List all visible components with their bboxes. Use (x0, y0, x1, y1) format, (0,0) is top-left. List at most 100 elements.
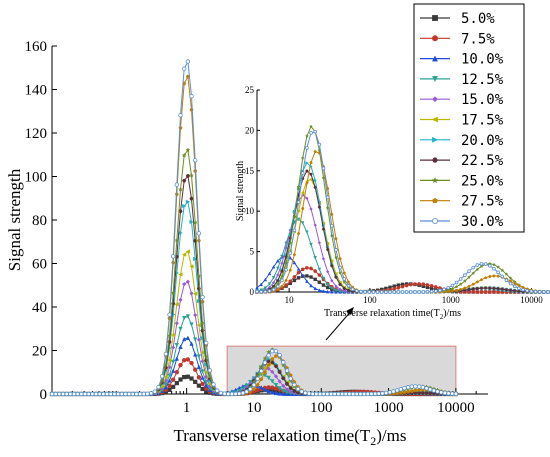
inset-data-point (317, 273, 322, 277)
inset-data-point (288, 251, 293, 256)
data-point (277, 386, 282, 391)
data-point (163, 382, 169, 387)
legend-item: 25.0% (420, 173, 504, 189)
inset-data-point (479, 264, 484, 269)
data-point (251, 382, 257, 388)
inset-data-point (275, 284, 280, 289)
data-point (295, 386, 301, 392)
inset-data-point (308, 124, 314, 129)
data-point (240, 390, 246, 396)
inset-data-point (442, 287, 446, 292)
inset-data-point (317, 142, 322, 147)
data-point (159, 374, 165, 379)
inset-data-point (271, 287, 276, 292)
inset-data-point (309, 275, 313, 279)
inset-data-point (433, 285, 438, 289)
inset-data-point (321, 289, 326, 293)
inset-data-point (521, 288, 525, 292)
inset-data-point (529, 289, 534, 294)
inset-data-point (313, 269, 318, 273)
data-point (262, 369, 267, 374)
data-point (446, 391, 451, 396)
data-point (281, 360, 286, 365)
data-point (182, 375, 187, 380)
x-axis-label: Transverse relaxation time(T2)/ms (174, 426, 407, 448)
inset-data-point (263, 286, 268, 290)
inset-data-point (354, 289, 359, 293)
data-point (174, 343, 180, 348)
y-tick-label: 60 (32, 257, 47, 273)
inset-data-point (288, 240, 293, 245)
inset-data-point (255, 289, 259, 294)
data-point (339, 391, 345, 397)
inset-data-point (463, 286, 467, 290)
data-point (177, 186, 184, 192)
data-point (431, 388, 437, 393)
data-point (200, 295, 205, 300)
inset-data-point (413, 282, 417, 286)
inset-data-point (292, 214, 297, 219)
y-axis-label: Signal strength (5, 168, 24, 271)
data-point (369, 391, 374, 397)
inset-data-point (458, 282, 463, 287)
inset-data-point (513, 281, 517, 285)
inset-data-point (267, 271, 272, 276)
data-point (222, 391, 227, 396)
inset-data-point (425, 283, 430, 287)
inset-data-point (267, 289, 272, 293)
inset-data-point (280, 278, 284, 283)
legend-box (413, 3, 525, 233)
data-point (182, 203, 187, 209)
data-point (266, 385, 271, 390)
inset-data-point (305, 230, 309, 234)
inset-data-point (483, 290, 488, 294)
inset-data-point (309, 131, 313, 135)
inset-data-point (284, 283, 288, 287)
inset-data-point (496, 290, 500, 294)
inset-data-point (446, 285, 451, 290)
data-point (255, 382, 260, 387)
x-tick-label: 1000 (374, 400, 404, 416)
data-point (193, 379, 198, 384)
data-point (181, 152, 187, 158)
inset-data-point (329, 259, 334, 263)
inset-data-point (271, 264, 276, 269)
legend-label: 12.5% (461, 72, 504, 88)
inset-y-tick-label: 20 (245, 125, 255, 135)
inset-data-point (471, 265, 475, 270)
inset-data-point (338, 265, 342, 270)
data-point (196, 354, 202, 359)
inset-data-point (496, 287, 500, 291)
inset-data-point (317, 240, 322, 245)
inset-data-point (259, 289, 263, 294)
data-point (277, 352, 282, 358)
legend-item: 15.0% (420, 92, 504, 108)
inset-data-point (413, 290, 417, 294)
data-point (64, 391, 69, 397)
legend-swatch-marker (432, 157, 438, 163)
inset-data-point (492, 274, 496, 278)
data-point (174, 370, 180, 375)
data-point (170, 359, 176, 365)
inset-data-point (263, 277, 268, 282)
data-point (174, 237, 180, 243)
inset-data-point (487, 290, 492, 294)
data-point (167, 383, 172, 388)
inset-data-point (367, 290, 372, 294)
data-point (53, 391, 58, 397)
inset-data-point (396, 290, 401, 294)
y-tick-label: 160 (25, 39, 48, 55)
data-point (274, 353, 278, 358)
inset-data-point (296, 267, 301, 271)
inset-data-point (317, 280, 322, 284)
inset-data-point (537, 290, 542, 294)
data-point (270, 389, 275, 395)
inset-data-point (471, 287, 475, 291)
inset-data-point (475, 280, 479, 284)
data-point (277, 391, 282, 396)
inset-data-point (271, 280, 276, 285)
data-point (192, 219, 198, 225)
data-point (266, 353, 271, 358)
data-point (211, 382, 216, 387)
